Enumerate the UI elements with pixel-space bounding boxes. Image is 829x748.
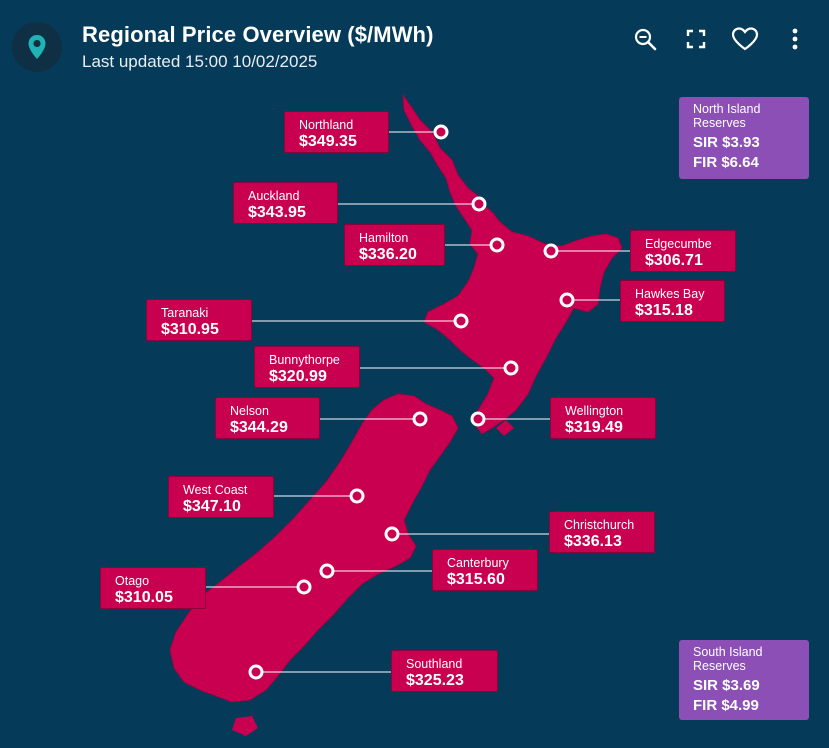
region-name: Auckland bbox=[248, 189, 300, 203]
region-markers[interactable] bbox=[248, 124, 575, 680]
location-pin-icon bbox=[28, 35, 46, 59]
connector-lines bbox=[205, 131, 631, 673]
region-name: Hawkes Bay bbox=[635, 287, 705, 301]
marker-otago bbox=[296, 579, 312, 595]
page-title: Regional Price Overview ($/MWh) bbox=[82, 22, 434, 47]
south-island-shape[interactable] bbox=[169, 393, 459, 736]
region-name: Nelson bbox=[230, 404, 269, 418]
region-label-nelson[interactable]: Nelson $344.29 bbox=[215, 397, 320, 439]
region-label-taranaki[interactable]: Taranaki $310.95 bbox=[146, 299, 252, 341]
region-price: $320.99 bbox=[269, 368, 327, 385]
region-price: $343.95 bbox=[248, 204, 306, 221]
marker-northland bbox=[433, 124, 449, 140]
reserve-title-line1: South Island bbox=[693, 645, 763, 659]
region-name: Christchurch bbox=[564, 518, 635, 532]
favorite-button[interactable] bbox=[730, 26, 760, 52]
marker-southland bbox=[248, 664, 264, 680]
marker-bunnythorpe bbox=[503, 360, 519, 376]
fullscreen-icon bbox=[686, 29, 706, 49]
region-label-west-coast[interactable]: West Coast $347.10 bbox=[168, 476, 274, 518]
marker-wellington bbox=[470, 411, 486, 427]
region-name: Taranaki bbox=[161, 306, 209, 320]
last-updated: Last updated 15:00 10/02/2025 bbox=[82, 52, 318, 71]
south-island-reserves-panel[interactable]: South Island Reserves SIR $3.69 FIR $4.9… bbox=[679, 640, 809, 720]
marker-hawkes-bay bbox=[559, 292, 575, 308]
region-label-auckland[interactable]: Auckland $343.95 bbox=[233, 182, 338, 224]
marker-nelson bbox=[412, 411, 428, 427]
region-label-northland[interactable]: Northland $349.35 bbox=[284, 111, 389, 153]
reserve-fir: FIR $4.99 bbox=[693, 697, 759, 714]
region-price: $310.95 bbox=[161, 321, 219, 338]
location-badge bbox=[12, 22, 62, 72]
region-price: $325.23 bbox=[406, 672, 464, 689]
region-label-wellington[interactable]: Wellington $319.49 bbox=[550, 397, 656, 439]
reserve-fir: FIR $6.64 bbox=[693, 154, 759, 171]
reserve-title-line2: Reserves bbox=[693, 116, 746, 130]
region-label-southland[interactable]: Southland $325.23 bbox=[391, 650, 498, 692]
region-name: Hamilton bbox=[359, 231, 409, 245]
marker-taranaki bbox=[453, 313, 469, 329]
region-name: Edgecumbe bbox=[645, 237, 712, 251]
region-price: $319.49 bbox=[565, 419, 623, 436]
region-price: $347.10 bbox=[183, 498, 241, 515]
region-label-canterbury[interactable]: Canterbury $315.60 bbox=[432, 549, 538, 591]
region-price: $315.60 bbox=[447, 571, 505, 588]
region-price: $336.13 bbox=[564, 533, 622, 550]
region-label-hamilton[interactable]: Hamilton $336.20 bbox=[344, 224, 445, 266]
region-name: Bunnythorpe bbox=[269, 353, 340, 367]
region-name: Otago bbox=[115, 574, 150, 588]
region-label-bunnythorpe[interactable]: Bunnythorpe $320.99 bbox=[254, 346, 360, 388]
marker-edgecumbe bbox=[543, 243, 559, 259]
region-name: Canterbury bbox=[447, 556, 509, 570]
region-label-hawkes-bay[interactable]: Hawkes Bay $315.18 bbox=[620, 280, 725, 322]
marker-christchurch bbox=[384, 526, 400, 542]
reserve-title-line2: Reserves bbox=[693, 659, 746, 673]
marker-canterbury bbox=[319, 563, 335, 579]
reserve-title-line1: North Island bbox=[693, 102, 761, 116]
reserve-sir: SIR $3.69 bbox=[693, 677, 760, 694]
region-name: Southland bbox=[406, 657, 463, 671]
region-price: $344.29 bbox=[230, 419, 288, 436]
region-name: Wellington bbox=[565, 404, 624, 418]
region-price: $306.71 bbox=[645, 252, 703, 269]
more-options-button[interactable] bbox=[782, 26, 808, 52]
marker-hamilton bbox=[489, 237, 505, 253]
marker-auckland bbox=[471, 196, 487, 212]
zoom-out-button[interactable] bbox=[632, 26, 658, 52]
north-island-reserves-panel[interactable]: North Island Reserves SIR $3.93 FIR $6.6… bbox=[679, 97, 809, 179]
region-price: $310.05 bbox=[115, 589, 173, 606]
region-name: Northland bbox=[299, 118, 354, 132]
north-island-shape[interactable] bbox=[402, 93, 623, 436]
region-name: West Coast bbox=[183, 483, 248, 497]
header: Regional Price Overview ($/MWh) Last upd… bbox=[0, 0, 829, 80]
region-label-edgecumbe[interactable]: Edgecumbe $306.71 bbox=[630, 230, 736, 272]
fullscreen-button[interactable] bbox=[683, 26, 709, 52]
region-price: $336.20 bbox=[359, 246, 417, 263]
reserve-sir: SIR $3.93 bbox=[693, 134, 760, 151]
more-vertical-icon bbox=[792, 28, 798, 50]
region-label-otago[interactable]: Otago $310.05 bbox=[100, 567, 206, 609]
region-price: $349.35 bbox=[299, 133, 357, 150]
marker-west-coast bbox=[349, 488, 365, 504]
heart-icon bbox=[731, 27, 759, 51]
region-label-christchurch[interactable]: Christchurch $336.13 bbox=[549, 511, 655, 553]
zoom-out-icon bbox=[634, 28, 657, 51]
region-price: $315.18 bbox=[635, 302, 693, 319]
